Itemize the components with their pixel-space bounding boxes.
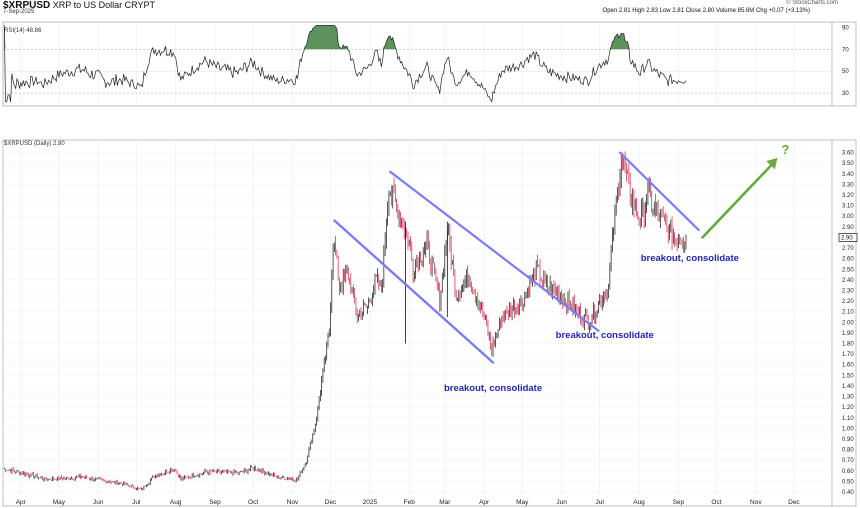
price-tick-label: 3.60	[842, 151, 854, 157]
price-tick-label: 2.90	[842, 225, 854, 231]
rsi-tick-label: 70	[842, 47, 849, 53]
price-tick-label: 2.00	[842, 320, 854, 326]
price-tick-label: 3.20	[842, 193, 854, 199]
month-tick-label: Mar	[439, 499, 451, 506]
price-tick-label: 0.50	[842, 479, 854, 485]
price-panel-frame	[2, 139, 857, 507]
price-tick-label: 0.90	[842, 437, 854, 443]
price-tick-label: 3.40	[842, 172, 854, 178]
month-tick-label: Jun	[556, 499, 567, 506]
month-tick-label: May	[53, 499, 66, 506]
month-tick-label: Jun	[93, 499, 104, 506]
month-tick-label: Apr	[479, 499, 490, 506]
rsi-panel-frame	[2, 21, 857, 107]
price-tick-label: 1.70	[842, 352, 854, 358]
price-tick-label: 1.20	[842, 405, 854, 411]
price-tick-label: 2.70	[842, 246, 854, 252]
price-tick-label: 3.30	[842, 182, 854, 188]
last-price-label: 2.90	[841, 235, 853, 241]
month-tick-label: Nov	[287, 499, 299, 506]
ohlc-readout: Open 2.81 High 2.83 Low 2.81 Close 2.80 …	[602, 8, 810, 14]
month-tick-label: Aug	[633, 499, 645, 506]
symbol-name: XRP to US Dollar CRYPT	[52, 0, 155, 10]
channel-upper-line	[333, 219, 494, 364]
projection-question-mark: ?	[781, 142, 789, 157]
month-tick-label: 2025	[363, 499, 378, 506]
price-tick-label: 2.30	[842, 288, 854, 294]
price-tick-label: 3.00	[842, 214, 854, 220]
price-tick-label: 2.10	[842, 310, 854, 316]
month-tick-label: Jul	[132, 499, 141, 506]
month-tick-label: Aug	[170, 499, 182, 506]
price-tick-label: 1.90	[842, 331, 854, 337]
month-tick-label: Sep	[209, 499, 221, 506]
channel-line	[618, 151, 700, 232]
symbol: $XRPUSD	[3, 0, 51, 11]
channel-line	[389, 170, 600, 332]
price-tick-label: 0.80	[842, 448, 854, 454]
price-tick-label: 2.40	[842, 278, 854, 284]
price-tick-label: 0.60	[842, 469, 854, 475]
candles-layer	[3, 151, 687, 491]
price-tick-label: 1.80	[842, 342, 854, 348]
price-tick-label: 2.20	[842, 299, 854, 305]
month-tick-label: Dec	[788, 499, 800, 506]
price-tick-label: 0.70	[842, 458, 854, 464]
chart-date: 7-Sep-2025	[3, 9, 35, 15]
month-tick-label: May	[516, 499, 529, 506]
brand-credit: © StockCharts.com	[786, 0, 838, 6]
month-tick-label: Oct	[248, 499, 258, 506]
month-tick-label: Jul	[596, 499, 605, 506]
annotation-label: breakout, consolidate	[556, 330, 654, 341]
last-price-badge	[838, 233, 858, 242]
price-tick-label: 2.60	[842, 257, 854, 263]
month-tick-label: Oct	[711, 499, 721, 506]
rsi-line	[3, 24, 687, 103]
projection-arrow-shaft	[701, 160, 776, 239]
annotation-label: breakout, consolidate	[641, 253, 739, 264]
month-tick-label: Dec	[325, 499, 337, 506]
price-tick-label: 0.40	[842, 490, 854, 496]
price-tick-label: 3.10	[842, 204, 854, 210]
rsi-overbought-fill	[4, 25, 687, 50]
rsi-tick-label: 50	[842, 69, 849, 75]
price-tick-label: 1.00	[842, 426, 854, 432]
price-tick-label: 1.40	[842, 384, 854, 390]
price-tick-label: 1.50	[842, 373, 854, 379]
price-tick-label: 2.50	[842, 267, 854, 273]
rsi-tick-label: 30	[842, 91, 849, 97]
price-tick-label: 1.60	[842, 363, 854, 369]
chart-title: $XRPUSD XRP to US Dollar CRYPT	[3, 0, 155, 11]
price-tick-label: 1.30	[842, 395, 854, 401]
price-tick-label: 1.10	[842, 416, 854, 422]
month-tick-label: Nov	[750, 499, 762, 506]
annotation-label: breakout, consolidate	[444, 383, 542, 394]
month-tick-label: Sep	[673, 499, 685, 506]
price-legend: $XRPUSD (Daily) 2.80	[4, 141, 65, 147]
month-tick-label: Apr	[16, 499, 27, 506]
price-tick-label: 3.50	[842, 161, 854, 167]
rsi-legend: RSI(14) 48.86	[4, 28, 42, 34]
rsi-tick-label: 90	[842, 25, 849, 31]
projection-arrow-head	[766, 157, 778, 170]
month-tick-label: Feb	[404, 499, 416, 506]
